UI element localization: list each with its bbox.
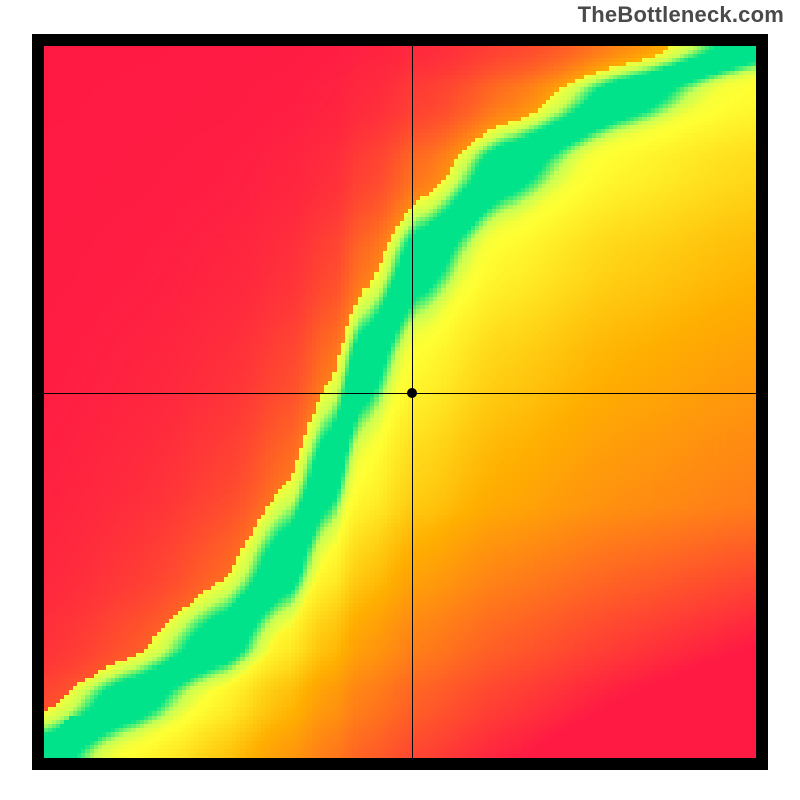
- selected-point-marker: [407, 388, 417, 398]
- watermark-text: TheBottleneck.com: [578, 2, 784, 28]
- chart-container: TheBottleneck.com: [0, 0, 800, 800]
- plot-area: [44, 46, 756, 758]
- crosshair-vertical: [412, 46, 413, 758]
- crosshair-horizontal: [44, 393, 756, 394]
- heatmap-canvas: [44, 46, 756, 758]
- plot-outer-frame: [32, 34, 768, 770]
